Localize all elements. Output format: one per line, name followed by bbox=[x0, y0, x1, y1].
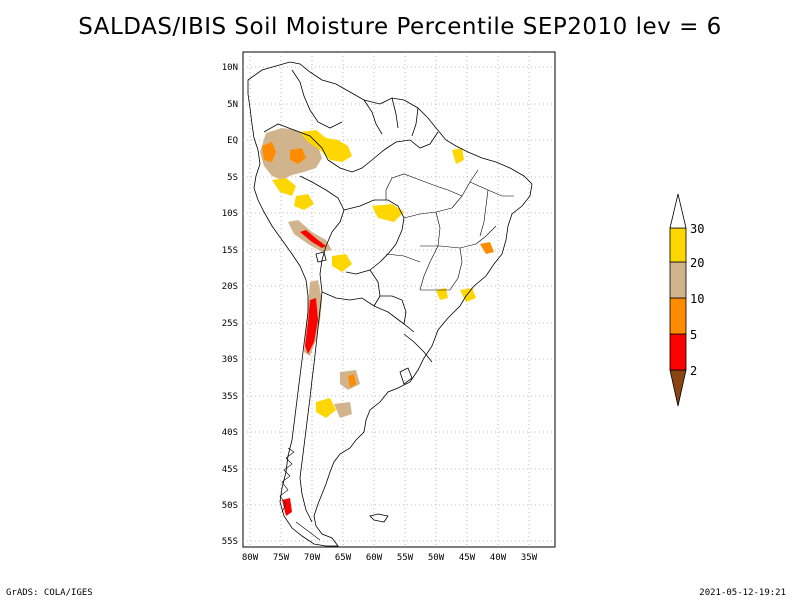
lon-label: 70W bbox=[304, 553, 321, 563]
map-title: SALDAS/IBIS Soil Moisture Percentile SEP… bbox=[78, 14, 722, 40]
lon-label: 60W bbox=[366, 553, 383, 563]
lat-label: 35S bbox=[222, 392, 238, 402]
legend-box-30 bbox=[669, 227, 687, 263]
legend-label: 20 bbox=[690, 256, 704, 270]
border-peru-brazil bbox=[299, 175, 345, 233]
lat-label: 40S bbox=[222, 428, 238, 438]
lon-label: 35W bbox=[521, 553, 538, 563]
legend-label: 30 bbox=[690, 222, 704, 236]
shade-patagonia-tan bbox=[334, 402, 352, 418]
border-guyanas bbox=[391, 97, 419, 137]
lon-label: 75W bbox=[273, 553, 290, 563]
color-legend: 2 5 10 20 30 bbox=[669, 193, 704, 407]
lon-label: 80W bbox=[242, 553, 259, 563]
lat-label: 5N bbox=[227, 100, 238, 110]
legend-label: 10 bbox=[690, 292, 704, 306]
legend-box-5 bbox=[669, 333, 687, 371]
border-brazil-states bbox=[385, 169, 514, 291]
lagoa-dos-patos bbox=[399, 367, 413, 385]
percentile-shading bbox=[260, 128, 494, 516]
lon-label: 40W bbox=[490, 553, 507, 563]
border-bolivia-paraguay bbox=[345, 269, 381, 307]
lat-label: 15S bbox=[222, 246, 238, 256]
chile-archipelago bbox=[279, 447, 321, 541]
legend-box-20 bbox=[669, 261, 687, 299]
lat-label: 20S bbox=[222, 282, 238, 292]
shade-brazil-yellow-2 bbox=[452, 148, 464, 164]
lake-titicaca bbox=[315, 251, 327, 263]
border-uruguay bbox=[403, 333, 433, 363]
latitude-labels: 10N 5N EQ 5S 10S 15S 20S 25S 30S 35S 40S… bbox=[222, 63, 238, 547]
lat-label: 55S bbox=[222, 537, 238, 547]
lat-label: 5S bbox=[227, 173, 238, 183]
shade-southern-chile bbox=[282, 498, 292, 516]
shade-amazon-yellow bbox=[300, 130, 352, 162]
border-colombia-peru bbox=[263, 123, 329, 161]
legend-label: 5 bbox=[690, 328, 697, 342]
lat-label: 10S bbox=[222, 209, 238, 219]
lon-label: 50W bbox=[428, 553, 445, 563]
border-argentina-chile bbox=[299, 273, 323, 523]
lat-label: 30S bbox=[222, 355, 238, 365]
shade-amazon-nw-orange-2 bbox=[290, 148, 306, 164]
lon-label: 65W bbox=[335, 553, 352, 563]
shade-brazil-yellow-3 bbox=[460, 288, 476, 302]
legend-label: 2 bbox=[690, 364, 697, 378]
falklands bbox=[369, 513, 389, 523]
border-brazil-north bbox=[327, 131, 439, 173]
footer-timestamp: 2021-05-12-19:21 bbox=[699, 588, 786, 598]
shade-andes-bolivia-red bbox=[300, 230, 326, 248]
legend-arrow-bottom bbox=[669, 369, 687, 407]
coastline bbox=[247, 61, 533, 547]
legend-arrow-top bbox=[669, 193, 687, 229]
shade-amazon-nw-orange bbox=[262, 142, 276, 162]
shade-bolivia-yellow bbox=[332, 254, 352, 272]
south-america-outline bbox=[247, 61, 533, 547]
lat-label: EQ bbox=[227, 136, 238, 146]
lat-label: 25S bbox=[222, 319, 238, 329]
lat-label: 10N bbox=[222, 63, 238, 73]
shade-argentina-orange bbox=[348, 374, 356, 388]
lat-label: 45S bbox=[222, 465, 238, 475]
shade-brazil-yellow bbox=[372, 204, 404, 222]
shade-amazon-yellow-2 bbox=[272, 178, 296, 196]
shade-argentina-yellow bbox=[316, 398, 336, 418]
legend-box-10 bbox=[669, 297, 687, 335]
shade-brazil-yellow-4 bbox=[436, 288, 448, 300]
map-gridlines bbox=[243, 52, 555, 547]
longitude-labels: 80W 75W 70W 65W 60W 55W 50W 45W 40W 35W bbox=[242, 553, 538, 563]
footer-credit: GrADS: COLA/IGES bbox=[6, 588, 93, 598]
shade-chile-red bbox=[305, 298, 318, 354]
lon-label: 55W bbox=[397, 553, 414, 563]
border-argentina-north bbox=[321, 291, 415, 333]
shade-brazil-orange bbox=[480, 242, 494, 254]
border-paraguay-brazil bbox=[380, 295, 407, 325]
lon-label: 45W bbox=[459, 553, 476, 563]
lat-label: 50S bbox=[222, 501, 238, 511]
border-venezuela-guyana bbox=[363, 99, 383, 135]
shade-amazon-yellow-3 bbox=[294, 194, 314, 210]
border-colombia-venezuela bbox=[291, 69, 343, 129]
map-frame bbox=[242, 51, 556, 548]
